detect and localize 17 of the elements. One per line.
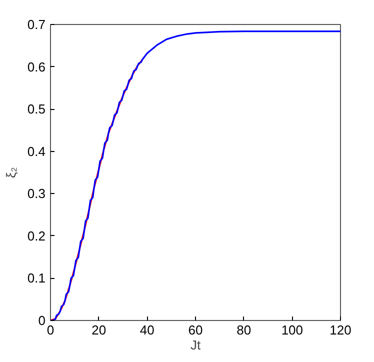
x-tick-label: 80 [236, 322, 252, 338]
x-tick-label: 100 [281, 322, 304, 338]
y-tick-label: 0.3 [27, 186, 46, 202]
x-tick-label: 40 [140, 322, 154, 338]
y-tick-label: 0 [38, 313, 46, 328]
line-series [50, 58, 144, 320]
x-tick-label: 20 [92, 322, 106, 338]
y-tick-label: 0.7 [27, 17, 46, 32]
y-tick-label: 0.6 [27, 59, 46, 74]
x-axis-title: Jt [190, 338, 201, 352]
x-tick-label: 120 [330, 322, 352, 338]
y-axis-title: ξ₂ [3, 167, 18, 178]
y-tick-label: 0.2 [27, 228, 46, 244]
y-tick-label: 0.1 [27, 270, 46, 286]
x-tick-label: 60 [188, 322, 203, 338]
y-tick-label: 0.4 [27, 144, 46, 159]
y-tick-label: 0.5 [27, 102, 46, 117]
